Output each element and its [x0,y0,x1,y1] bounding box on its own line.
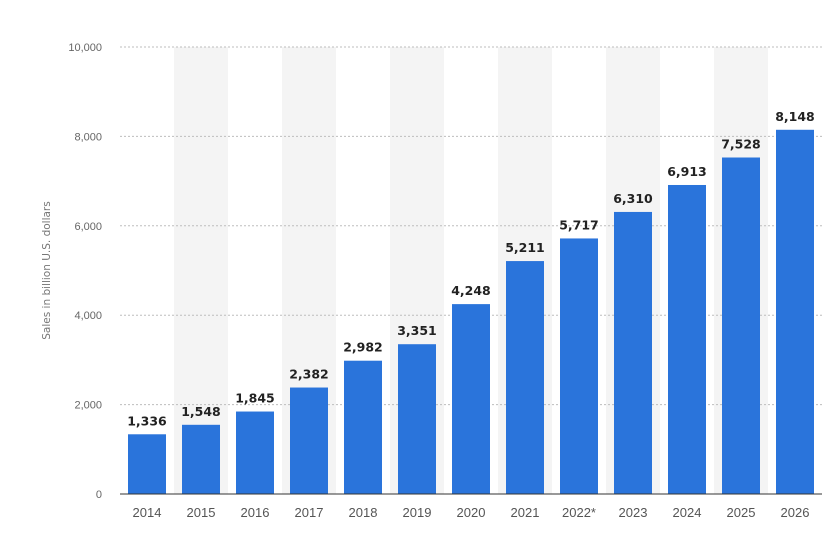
data-label: 5,717 [559,217,599,232]
y-tick-label: 10,000 [68,42,102,54]
bar[interactable] [398,344,436,494]
x-tick-label: 2021 [511,505,540,520]
x-tick-label: 2016 [241,505,270,520]
x-tick-label: 2020 [457,505,486,520]
data-label: 2,382 [289,367,329,382]
data-label: 7,528 [721,136,761,151]
data-label: 5,211 [505,240,545,255]
data-label: 1,548 [181,404,221,419]
bar[interactable] [560,238,598,494]
data-label: 6,310 [613,191,653,206]
data-label: 2,982 [343,340,383,355]
x-axis-ticks: 2014 2015 2016 2017 2018 2019 2020 2021 2022* 202… [133,505,810,520]
x-tick-label: 2023 [619,505,648,520]
y-tick-label: 4,000 [74,310,102,322]
y-axis-ticks: 0 2,000 4,000 6,000 8,000 10,000 [68,42,102,501]
y-axis-title: Sales in billion U.S. dollars [41,201,53,339]
y-tick-label: 2,000 [74,400,102,412]
bar[interactable] [614,211,652,494]
x-tick-label: 2017 [295,505,324,520]
x-tick-label: 2018 [349,505,378,520]
bar[interactable] [506,261,544,494]
data-label: 3,351 [397,323,437,338]
x-tick-label: 2014 [133,505,162,520]
bar[interactable] [290,387,328,494]
x-tick-label: 2026 [781,505,810,520]
y-tick-label: 8,000 [74,131,102,143]
data-label: 1,336 [127,413,167,428]
bar[interactable] [344,360,382,494]
x-tick-label: 2025 [727,505,756,520]
x-tick-label: 2024 [673,505,702,520]
x-tick-label: 2015 [187,505,216,520]
bar[interactable] [722,157,760,494]
bar[interactable] [182,424,220,494]
data-label: 4,248 [451,283,491,298]
x-tick-label: 2022* [562,505,596,520]
y-tick-label: 6,000 [74,221,102,233]
bar[interactable] [776,129,814,494]
bar[interactable] [236,411,274,494]
data-label: 8,148 [775,109,815,124]
bar[interactable] [668,184,706,495]
x-tick-label: 2019 [403,505,432,520]
column-band [174,47,228,494]
data-labels: 1,336 1,548 1,845 2,382 2,982 3,351 4,248 5,211… [127,109,815,428]
bar[interactable] [452,304,490,494]
data-label: 6,913 [667,164,707,179]
data-label: 1,845 [235,391,275,406]
bar[interactable] [128,434,166,494]
bars [128,129,814,495]
y-tick-label: 0 [96,489,102,501]
